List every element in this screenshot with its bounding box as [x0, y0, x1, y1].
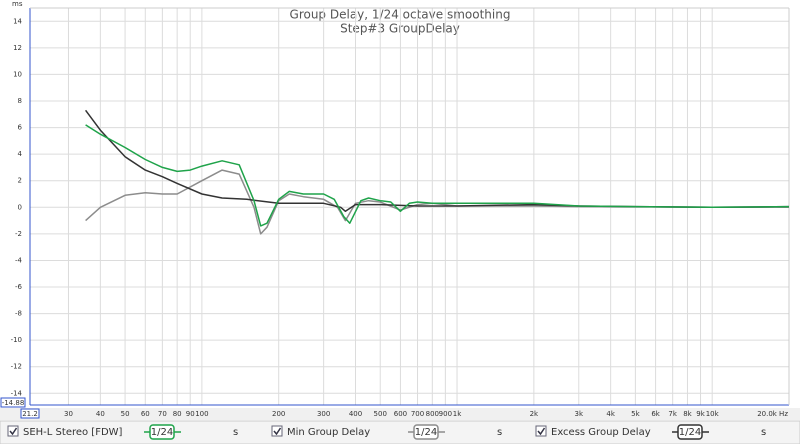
x-tick-label: 200 [272, 410, 285, 418]
x-tick-label: 8k [683, 410, 692, 418]
x-tick-label: 80 [173, 410, 182, 418]
legend-checkbox[interactable] [535, 425, 547, 437]
y-tick-label: 10 [13, 70, 22, 78]
unit-label: s [233, 427, 238, 438]
y-tick-label: 2 [18, 177, 22, 185]
y-tick-label: -12 [11, 363, 22, 371]
legend-label[interactable]: SEH-L Stereo [FDW] [23, 427, 123, 438]
y-tick-label: -8 [15, 310, 22, 318]
ymin-box [0, 397, 26, 408]
legend-check [273, 427, 282, 436]
x-tick-label: 500 [374, 410, 387, 418]
legend-label[interactable]: Min Group Delay [287, 427, 370, 438]
x-tick-label: 4k [606, 410, 615, 418]
x-tick-label: 10k [706, 410, 720, 418]
x-tick-label: 2k [530, 410, 539, 418]
y-tick-label: 14 [13, 17, 22, 25]
smoothing-label: 1/24 [679, 427, 701, 438]
unit-label: s [497, 427, 502, 438]
x-tick-label: 5k [631, 410, 640, 418]
x-tick-label: 400 [349, 410, 362, 418]
x-tick-label: 800 [426, 410, 439, 418]
series-line [85, 169, 789, 235]
lines [84, 109, 790, 235]
smoothing-label: 1/24 [415, 427, 437, 438]
x-tick-label: 60 [141, 410, 150, 418]
series-line [85, 124, 790, 227]
ymin-label: -14.88 [2, 399, 25, 407]
x-tick-label: 50 [121, 410, 130, 418]
x-tick-label: 100 [195, 410, 208, 418]
y-tick-label: -10 [11, 336, 22, 344]
x-tick-label: 3k [575, 410, 584, 418]
legend-label[interactable]: Excess Group Delay [551, 427, 651, 438]
legend-checkbox[interactable] [271, 425, 283, 437]
xmin-box [20, 408, 40, 419]
x-axis-strip [0, 408, 800, 420]
y-tick-label: -6 [15, 283, 23, 291]
smoothing-label: 1/24 [151, 427, 173, 438]
y-tick-label: 4 [18, 150, 23, 158]
y-tick-label: 0 [18, 203, 22, 211]
legend-check [537, 427, 546, 436]
x-tick-label: 7k [668, 410, 677, 418]
smoothing-box[interactable] [149, 424, 175, 440]
x-tick-label: 40 [96, 410, 105, 418]
y-tick-label: 8 [18, 97, 22, 105]
y-unit: ms [12, 0, 23, 8]
smoothing-box[interactable] [413, 424, 439, 440]
x-tick-label: 6k [651, 410, 660, 418]
y-tick-label: 12 [13, 44, 22, 52]
x-tick-label: 90 [186, 410, 195, 418]
legend-checkbox[interactable] [7, 425, 19, 437]
legend-check [9, 427, 18, 436]
y-tick-label: -4 [15, 256, 23, 264]
x-tick-label: 20.0k Hz [757, 410, 788, 418]
xmin-label: 21.2 [22, 410, 38, 418]
y-tick-label: 6 [18, 124, 23, 132]
x-tick-label: 70 [158, 410, 167, 418]
legend: SEH-L Stereo [FDW] 1/24 s Min Group Delay 1/… [7, 424, 766, 440]
x-tick-label: 900 [439, 410, 452, 418]
x-tick-label: 700 [411, 410, 424, 418]
x-tick-label: 9k [696, 410, 705, 418]
y-tick-label: -2 [15, 230, 22, 238]
x-tick-label: 30 [64, 410, 73, 418]
x-tick-label: 300 [317, 410, 330, 418]
x-tick-label: 600 [394, 410, 407, 418]
x-tick-label: 1k [453, 410, 462, 418]
smoothing-box[interactable] [677, 424, 703, 440]
unit-label: s [761, 427, 766, 438]
y-tick-label: -14 [11, 389, 23, 397]
